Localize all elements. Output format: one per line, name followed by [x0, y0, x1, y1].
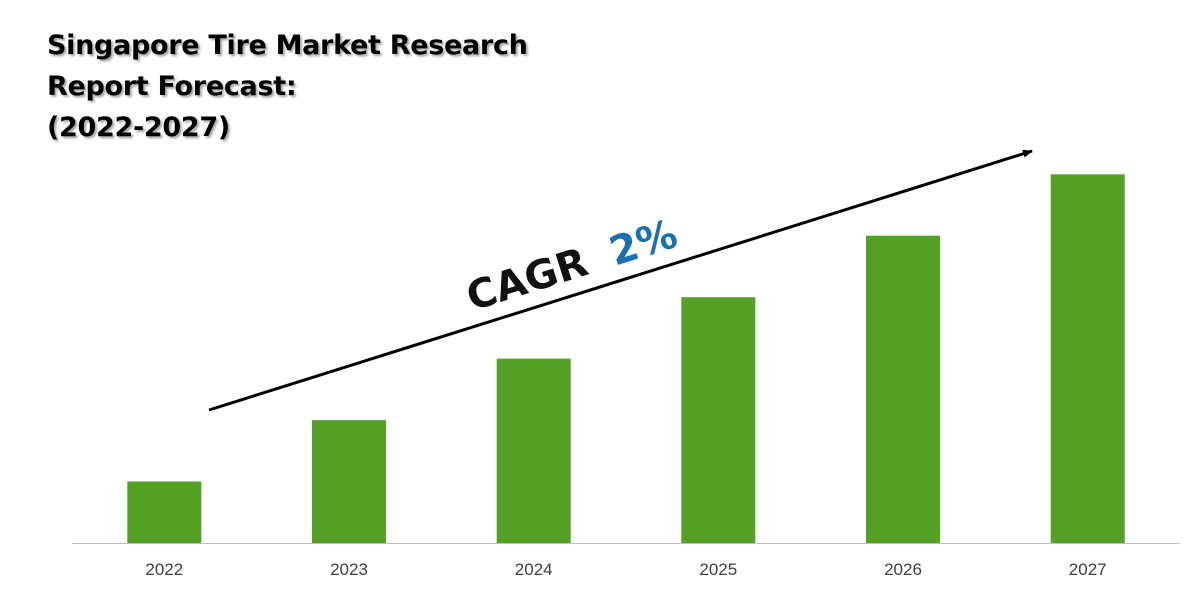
x-tick-label-2026: 2026 [884, 560, 922, 579]
cagr-annotation: CAGR 2% [461, 211, 683, 320]
x-tick-label-2027: 2027 [1069, 560, 1107, 579]
x-tick-label-2022: 2022 [145, 560, 183, 579]
chart-title-line-2: Report Forecast: [47, 71, 297, 102]
bar-2022 [127, 481, 202, 543]
x-tick-label-2024: 2024 [515, 560, 553, 579]
chart-title-line-1: Singapore Tire Market Research [47, 30, 528, 61]
bar-2023 [312, 420, 386, 543]
x-tick-label-2025: 2025 [699, 560, 737, 579]
bar-2026 [866, 235, 940, 543]
x-tick-label-2023: 2023 [330, 560, 368, 579]
bar-2025 [681, 297, 756, 543]
bars-group [127, 174, 1125, 544]
chart-title-line-3: (2022-2027) [47, 112, 230, 143]
bar-2024 [496, 358, 571, 543]
trend-arrow [208, 149, 1033, 412]
x-tick-labels: 2022 2023 2024 2025 2026 2027 [145, 560, 1106, 579]
bar-2027 [1050, 174, 1125, 544]
